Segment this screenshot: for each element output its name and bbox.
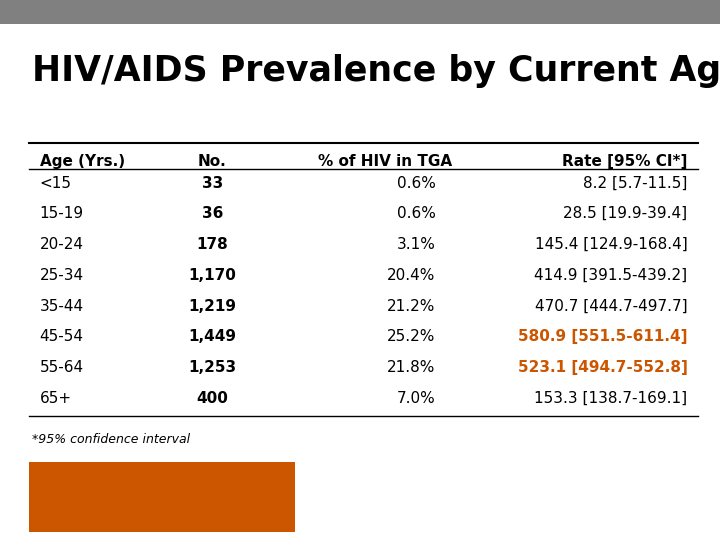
Text: 25.2%: 25.2% [387,329,436,345]
Text: 25-34: 25-34 [40,268,84,283]
Text: 523.1 [494.7-552.8]: 523.1 [494.7-552.8] [518,360,688,375]
Text: 153.3 [138.7-169.1]: 153.3 [138.7-169.1] [534,391,688,406]
Text: 55-64: 55-64 [40,360,84,375]
Text: 400: 400 [197,391,228,406]
Text: Rate [95% CI*]: Rate [95% CI*] [562,154,688,169]
Text: 580.9 [551.5-611.4]: 580.9 [551.5-611.4] [518,329,688,345]
Text: 36: 36 [202,206,223,221]
Text: 7.0%: 7.0% [397,391,436,406]
Text: <15: <15 [40,176,71,191]
Text: 1,449: 1,449 [189,329,236,345]
Text: 1,219: 1,219 [189,299,236,314]
Text: 45-54: 45-54 [40,329,84,345]
Text: 1,170: 1,170 [189,268,236,283]
Text: 33: 33 [202,176,223,191]
Text: 0.6%: 0.6% [397,176,436,191]
Text: Adults over 45 Yrs. of age
account for more than 55% of
the TGA’s PLWH/A: Adults over 45 Yrs. of age account for m… [34,470,290,525]
Text: 8.2 [5.7-11.5]: 8.2 [5.7-11.5] [583,176,688,191]
Text: % of HIV in TGA: % of HIV in TGA [318,154,452,169]
Text: 0.6%: 0.6% [397,206,436,221]
Text: 3.1%: 3.1% [397,237,436,252]
Text: 20-24: 20-24 [40,237,84,252]
Text: 28.5 [19.9-39.4]: 28.5 [19.9-39.4] [564,206,688,221]
Text: HIV/AIDS Prevalence by Current Age: HIV/AIDS Prevalence by Current Age [32,54,720,88]
Text: 470.7 [444.7-497.7]: 470.7 [444.7-497.7] [535,299,688,314]
Text: 15-19: 15-19 [40,206,84,221]
Text: 21.2%: 21.2% [387,299,436,314]
Text: 414.9 [391.5-439.2]: 414.9 [391.5-439.2] [534,268,688,283]
Text: 65+: 65+ [40,391,72,406]
Text: No.: No. [198,154,227,169]
Text: 145.4 [124.9-168.4]: 145.4 [124.9-168.4] [535,237,688,252]
Text: 21.8%: 21.8% [387,360,436,375]
Text: 20.4%: 20.4% [387,268,436,283]
Text: 178: 178 [197,237,228,252]
Text: 35-44: 35-44 [40,299,84,314]
Text: *95% confidence interval: *95% confidence interval [32,433,191,446]
Text: Age (Yrs.): Age (Yrs.) [40,154,125,169]
Text: 1,253: 1,253 [189,360,236,375]
